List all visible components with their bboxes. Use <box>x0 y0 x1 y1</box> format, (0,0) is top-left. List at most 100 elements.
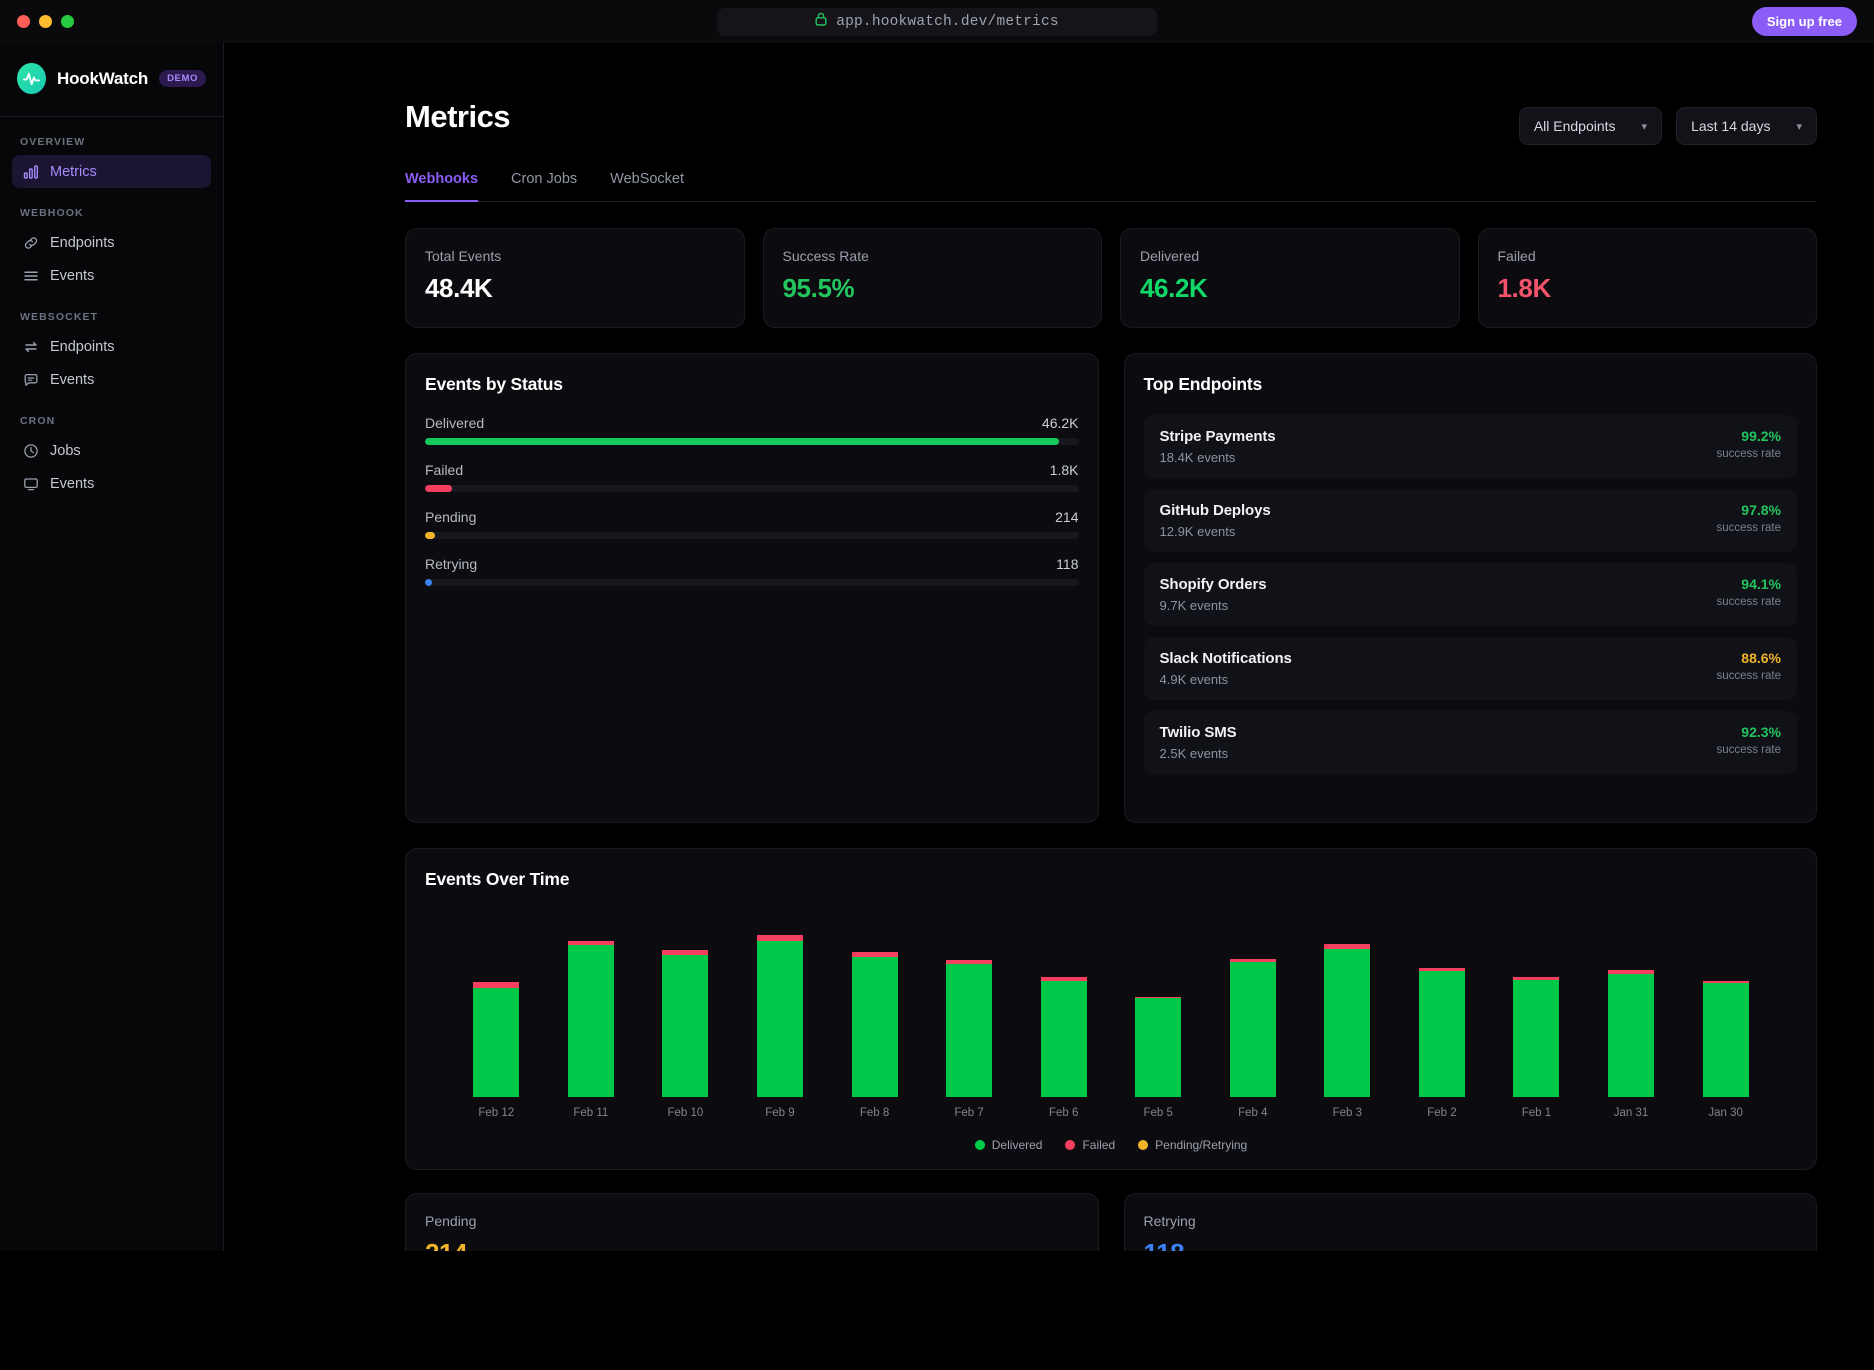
tab-websocket[interactable]: WebSocket <box>610 171 685 187</box>
status-value: 214 <box>1055 509 1079 525</box>
stat-label: Total Events <box>425 248 502 264</box>
progress-track <box>425 438 1079 445</box>
sidebar-item-websocket-endpoints[interactable]: Endpoints <box>12 330 211 363</box>
endpoint-row[interactable]: Shopify Orders 9.7K events 94.1% success… <box>1143 563 1797 626</box>
chart-x-tick-label: Jan 30 <box>1708 1107 1743 1119</box>
chart-bar-stack <box>946 960 993 1097</box>
endpoint-rate: 88.6% <box>1741 650 1781 666</box>
date-range-select[interactable]: Last 14 days ▾ <box>1676 107 1817 145</box>
chart-bar-segment-delivered <box>1608 973 1655 1097</box>
chart-legend: Delivered Failed Pending/Retrying <box>425 1138 1797 1152</box>
minimize-window-button[interactable] <box>39 15 52 28</box>
sidebar-item-webhook-events[interactable]: Events <box>12 259 211 292</box>
chart-bar-segment-failed <box>1608 969 1655 974</box>
chart-bar-segment-delivered <box>756 940 803 1097</box>
stat-value: 118 <box>1144 1238 1798 1251</box>
chart-bar-stack <box>1513 976 1560 1097</box>
exchange-arrows-icon <box>22 338 39 355</box>
sidebar-item-websocket-events[interactable]: Events <box>12 363 211 396</box>
endpoint-rate: 99.2% <box>1741 428 1781 444</box>
endpoint-row[interactable]: GitHub Deploys 12.9K events 97.8% succes… <box>1143 489 1797 552</box>
tab-cron-jobs[interactable]: Cron Jobs <box>511 171 578 187</box>
chart-bar-segment-delivered <box>946 964 993 1097</box>
status-name: Retrying <box>425 556 478 572</box>
chart-bar-segment-delivered <box>1513 979 1560 1097</box>
chart-x-tick-label: Feb 2 <box>1427 1107 1457 1119</box>
chat-bubble-icon <box>22 371 39 388</box>
chart-bar-stack <box>756 935 803 1097</box>
address-bar[interactable]: app.hookwatch.dev/metrics <box>717 7 1157 36</box>
chart-x-tick-label: Feb 11 <box>573 1107 609 1119</box>
status-name: Delivered <box>425 415 485 431</box>
chart-bar-segment-delivered <box>1135 998 1182 1097</box>
sidebar-item-webhook-endpoints[interactable]: Endpoints <box>12 226 211 259</box>
chart-bar-stack <box>567 940 614 1097</box>
nav-group-label-webhook: WEBHOOK <box>20 207 84 219</box>
chart-bar-segment-delivered <box>473 987 520 1097</box>
chart-bar-segment-delivered <box>851 957 898 1097</box>
pulse-logo-icon <box>17 63 47 94</box>
tab-webhooks[interactable]: Webhooks <box>405 171 479 202</box>
chart-x-tick-label: Feb 8 <box>859 1107 890 1119</box>
signup-free-button[interactable]: Sign up free <box>1751 7 1857 36</box>
endpoint-row[interactable]: Twilio SMS 2.5K events 92.3% success rat… <box>1143 711 1797 774</box>
sidebar-item-label: Jobs <box>50 442 81 459</box>
chart-bar-stack <box>1324 944 1371 1097</box>
stat-card-delivered: Delivered 46.2K <box>1120 228 1460 328</box>
brand[interactable]: HookWatch DEMO <box>0 60 223 117</box>
chart-bar-column: Feb 7 <box>946 960 993 1119</box>
progress-fill <box>425 438 1059 445</box>
sidebar-item-metrics[interactable]: Metrics <box>12 155 211 188</box>
chart-bar-column: Feb 4 <box>1229 958 1276 1119</box>
endpoint-filter-select[interactable]: All Endpoints ▾ <box>1518 107 1663 145</box>
stat-label: Delivered <box>1140 248 1200 264</box>
list-icon <box>22 267 39 284</box>
chart-bar-column: Feb 9 <box>756 935 803 1119</box>
progress-track <box>425 532 1079 539</box>
status-row-pending: Pending 214 <box>425 509 1079 539</box>
chart-bar-segment-failed <box>1513 976 1560 980</box>
chart-bar-segment-failed <box>1229 958 1276 963</box>
bottom-cards: Pending 214 Retrying 118 <box>405 1193 1817 1251</box>
chevron-down-icon: ▾ <box>1796 120 1802 133</box>
chart-bar-stack <box>1608 969 1655 1097</box>
chart-x-tick-label: Feb 4 <box>1238 1107 1268 1119</box>
chart-bar-column: Feb 11 <box>567 940 614 1119</box>
chart-x-tick-label: Feb 12 <box>478 1107 515 1119</box>
chart-bar-stack <box>1229 958 1276 1097</box>
status-name: Failed <box>425 462 464 478</box>
chart-bar-stack <box>662 950 709 1097</box>
legend-swatch-icon <box>1138 1140 1149 1150</box>
sidebar-item-cron-events[interactable]: Events <box>12 467 211 500</box>
bottom-card-retrying: Retrying 118 <box>1123 1193 1817 1251</box>
tab-bar: Webhooks Cron Jobs WebSocket <box>405 171 1817 202</box>
chart-bar-segment-failed <box>567 940 614 946</box>
url-text: app.hookwatch.dev/metrics <box>836 13 1059 30</box>
chart-bar-column: Feb 10 <box>662 950 709 1119</box>
stat-card-success-rate: Success Rate 95.5% <box>762 228 1102 328</box>
stat-label: Failed <box>1497 248 1536 264</box>
chart-bar-segment-delivered <box>1702 983 1749 1097</box>
maximize-window-button[interactable] <box>61 15 74 28</box>
endpoint-name: GitHub Deploys <box>1159 502 1271 519</box>
chart-legend-item: Failed <box>1065 1138 1115 1152</box>
endpoint-row[interactable]: Stripe Payments 18.4K events 99.2% succe… <box>1143 415 1797 478</box>
stat-value: 95.5% <box>782 273 855 303</box>
endpoint-rate: 94.1% <box>1741 576 1781 592</box>
legend-swatch-icon <box>974 1140 985 1150</box>
events-over-time-panel: Events Over Time Feb 12 Feb 11 Feb 10 Feb 9… <box>405 848 1817 1170</box>
chart-x-tick-label: Jan 31 <box>1613 1107 1649 1119</box>
chart-x-tick-label: Feb 9 <box>765 1107 795 1119</box>
chart-x-tick-label: Feb 1 <box>1521 1107 1552 1119</box>
endpoint-filter-value: All Endpoints <box>1533 118 1616 134</box>
legend-label: Pending/Retrying <box>1155 1138 1248 1152</box>
sidebar-item-label: Events <box>50 267 95 284</box>
status-row-delivered: Delivered 46.2K <box>425 415 1079 445</box>
chart-bar-segment-failed <box>946 960 993 965</box>
sidebar-item-cron-jobs[interactable]: Jobs <box>12 434 211 467</box>
endpoint-events: 9.7K events <box>1159 598 1229 613</box>
endpoint-row[interactable]: Slack Notifications 4.9K events 88.6% su… <box>1143 637 1797 700</box>
chart-x-tick-label: Feb 10 <box>667 1107 704 1119</box>
close-window-button[interactable] <box>17 15 30 28</box>
chart-x-tick-label: Feb 6 <box>1048 1107 1079 1119</box>
